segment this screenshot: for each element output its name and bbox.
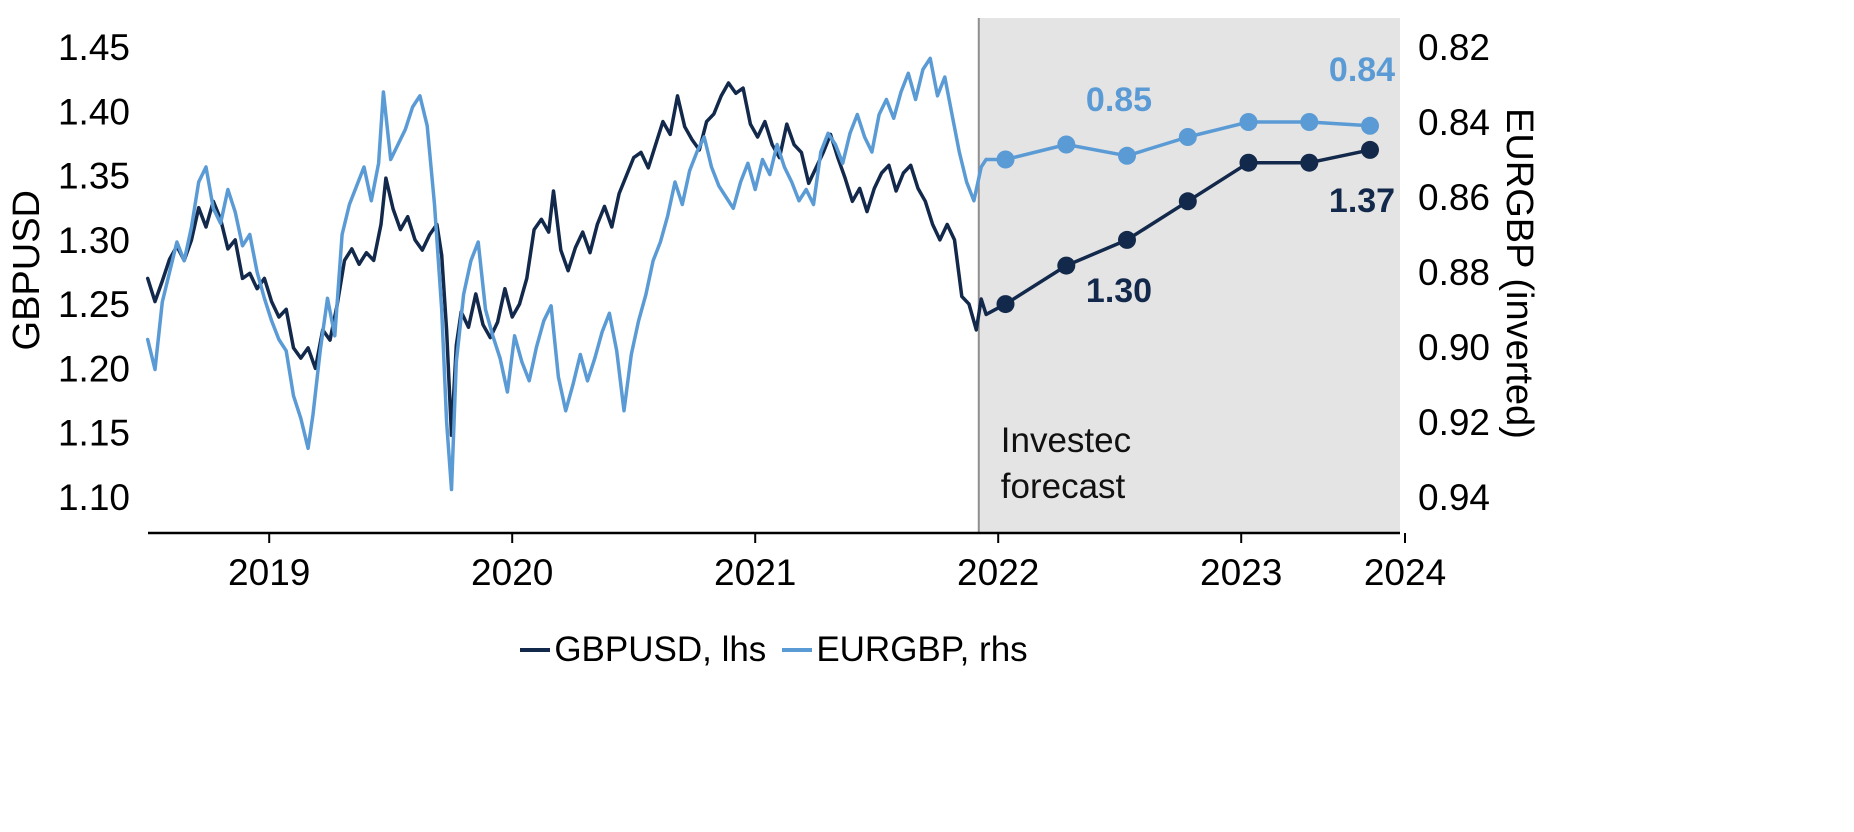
gbpusd-forecast-point	[1178, 192, 1197, 211]
eurgbp-forecast-point	[1178, 128, 1197, 146]
gbpusd-forecast-label: 1.37	[1329, 182, 1395, 220]
gbpusd-forecast-label: 1.30	[1086, 272, 1152, 310]
left-tick-label: 1.10	[58, 477, 130, 518]
eurgbp-forecast-point	[1118, 146, 1136, 165]
x-tick-label: 2020	[471, 552, 553, 593]
left-tick-label: 1.40	[58, 91, 130, 132]
eurgbp-forecast-label: 0.85	[1086, 81, 1152, 119]
legend-item-gbpusd: GBPUSD, lhs	[520, 630, 766, 670]
left-tick-label: 1.25	[58, 284, 130, 325]
x-tick-label: 2023	[1200, 552, 1282, 593]
gbpusd-forecast-point	[1300, 153, 1319, 172]
x-tick-label: 2022	[957, 552, 1039, 593]
right-tick-label: 0.94	[1418, 477, 1490, 518]
chart-legend: GBPUSD, lhs EURGBP, rhs	[0, 630, 1548, 670]
left-tick-label: 1.45	[58, 27, 130, 68]
legend-label-gbpusd: GBPUSD, lhs	[554, 630, 767, 669]
right-tick-label: 0.88	[1418, 252, 1490, 293]
forecast-annotation-line: Investec	[1001, 421, 1131, 460]
gbpusd-forecast-point	[1361, 140, 1379, 159]
legend-label-eurgbp: EURGBP, rhs	[816, 630, 1028, 669]
left-axis-title: GBPUSD	[6, 190, 48, 351]
gbpusd-forecast-line	[985, 148, 1371, 316]
x-tick-label: 2024	[1364, 552, 1446, 593]
x-tick-label: 2019	[228, 552, 310, 593]
eurgbp-forecast-point	[996, 150, 1015, 169]
eurgbp-line-swatch	[782, 648, 813, 652]
right-tick-label: 0.90	[1418, 327, 1490, 368]
left-tick-label: 1.20	[58, 348, 130, 389]
eurgbp-forecast-line	[986, 120, 1371, 162]
right-tick-label: 0.92	[1418, 402, 1490, 443]
eurgbp-history-line	[145, 56, 988, 492]
left-tick-label: 1.30	[58, 220, 130, 261]
right-axis-title: EURGBP (inverted)	[1498, 108, 1540, 439]
eurgbp-forecast-label: 0.84	[1329, 51, 1395, 89]
left-tick-label: 1.35	[58, 156, 130, 197]
eurgbp-forecast-point	[1239, 113, 1258, 131]
gbpusd-forecast-point	[996, 295, 1015, 314]
gbpusd-history-line	[145, 81, 988, 438]
right-tick-label: 0.82	[1418, 27, 1490, 68]
right-tick-label: 0.84	[1418, 102, 1490, 143]
x-tick-label: 2021	[714, 552, 796, 593]
left-tick-label: 1.15	[58, 413, 130, 454]
gbpusd-forecast-point	[1118, 230, 1136, 249]
gbpusd-forecast-point	[1057, 256, 1076, 275]
eurgbp-forecast-point	[1361, 116, 1379, 135]
gbpusd-forecast-point	[1239, 153, 1258, 172]
eurgbp-forecast-point	[1300, 113, 1319, 131]
eurgbp-forecast-point	[1057, 135, 1076, 154]
legend-item-eurgbp: EURGBP, rhs	[782, 630, 1028, 670]
gbpusd-line-swatch	[520, 648, 551, 652]
right-tick-label: 0.86	[1418, 177, 1490, 218]
forecast-annotation-line: forecast	[1001, 467, 1126, 506]
